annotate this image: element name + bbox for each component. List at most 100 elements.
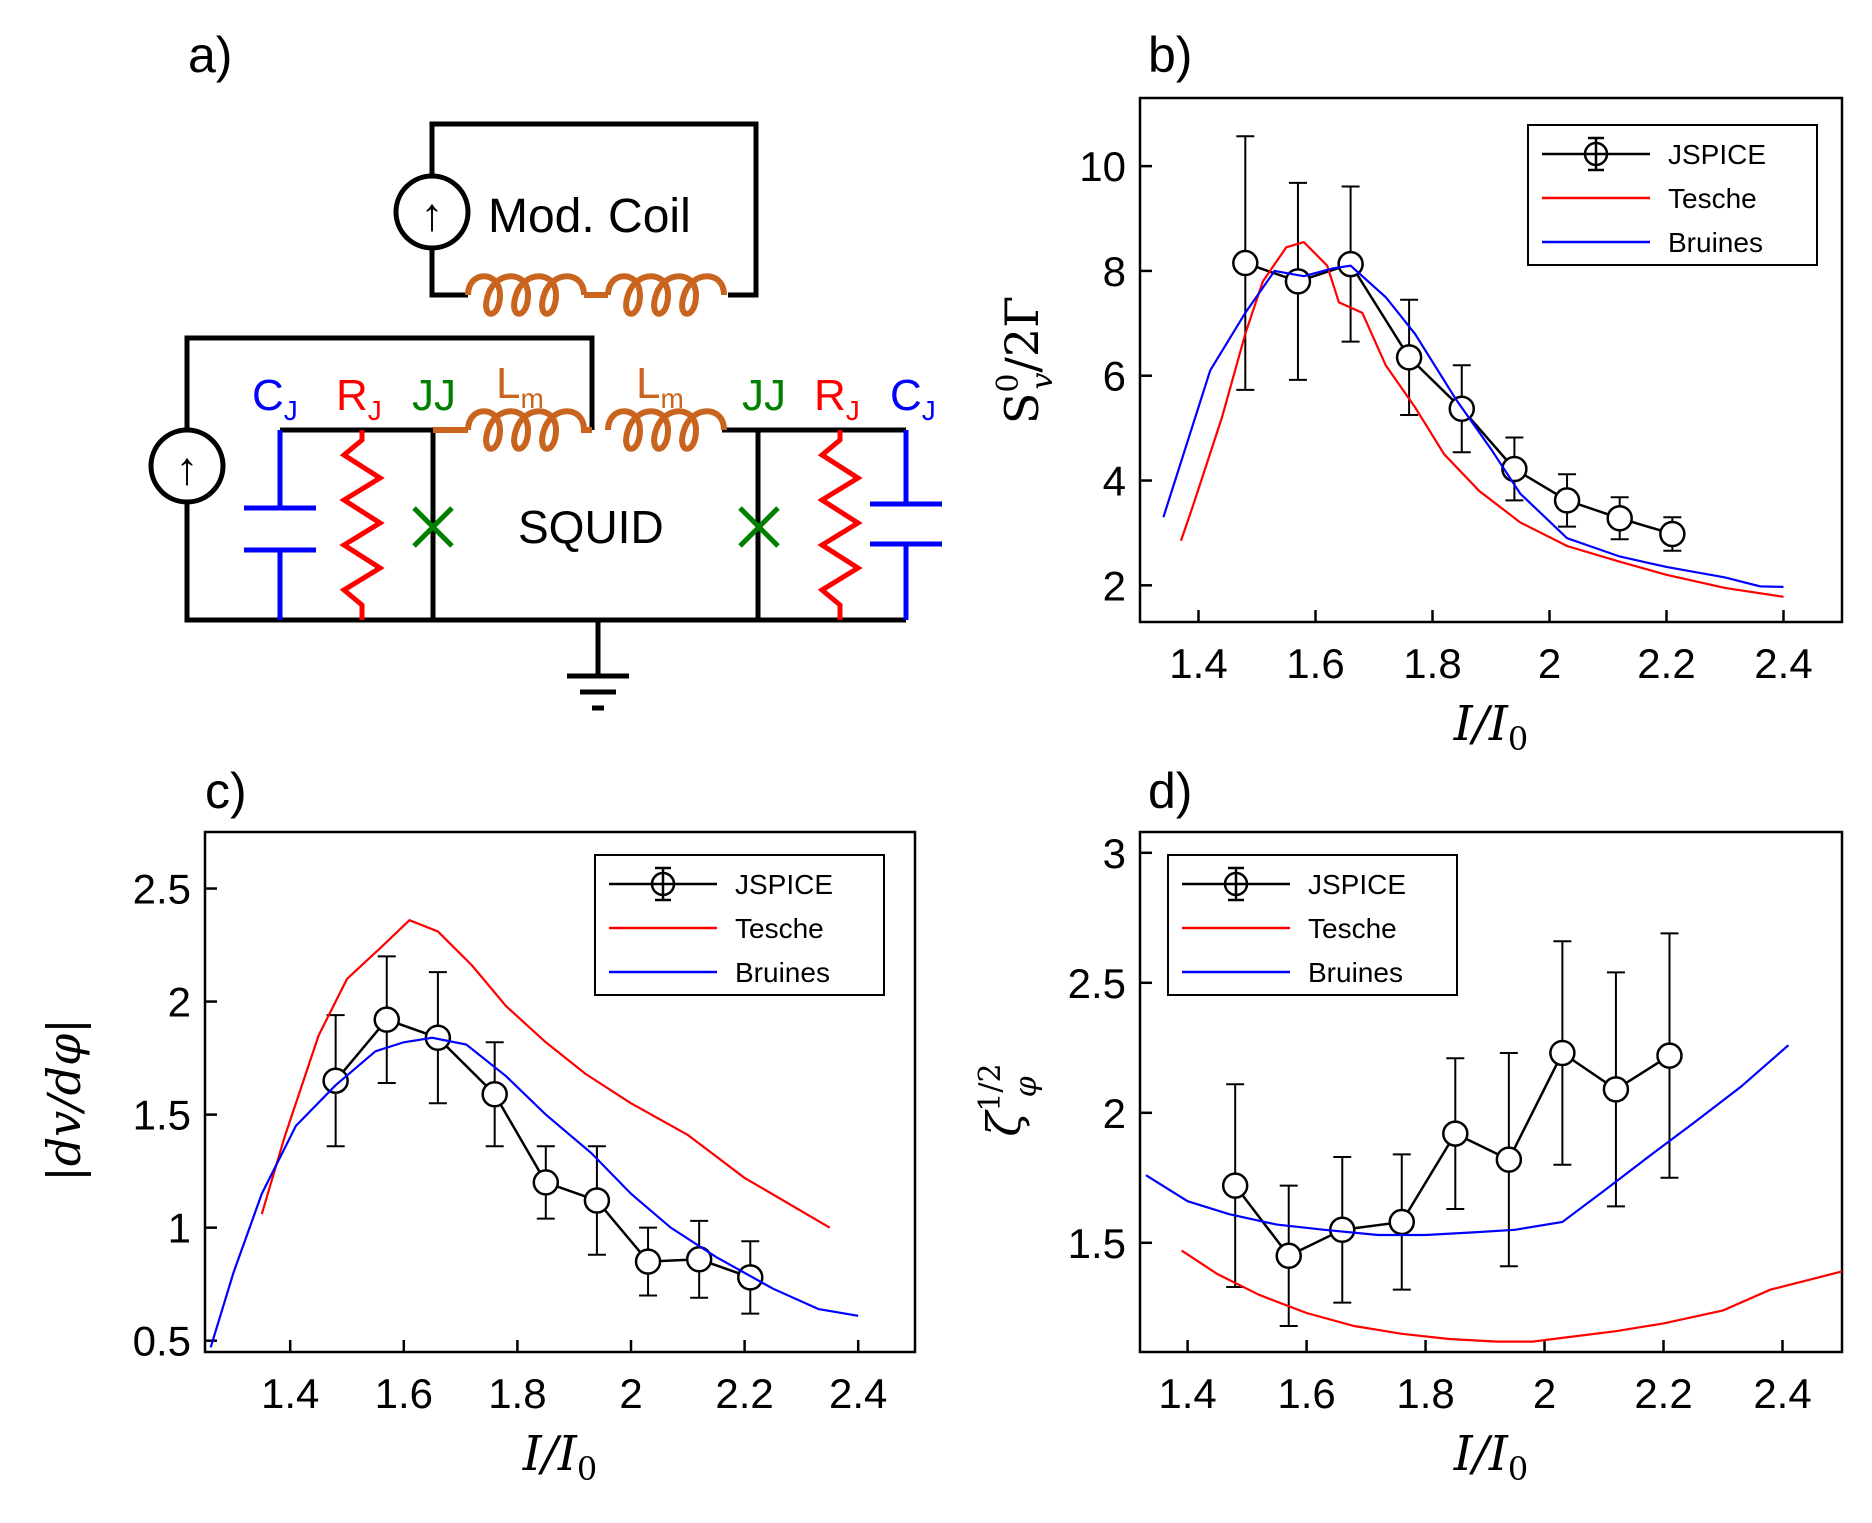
- panel-d-legend-bruines: Bruines: [1182, 957, 1403, 988]
- panel-c-jspice-point: [532, 1145, 560, 1220]
- squid-label: SQUID: [518, 501, 664, 553]
- panel-b-ytick-label: 6: [1103, 353, 1126, 400]
- panel-c-ytick-label: 1: [168, 1205, 191, 1252]
- svg-text:↑: ↑: [421, 188, 444, 240]
- panel-c-series-bruines-line: [209, 1036, 859, 1348]
- panel-b-xtick-label: 1.4: [1169, 640, 1227, 687]
- panel-b-ytick-label: 4: [1103, 458, 1126, 505]
- panel-d-marker: [1602, 1076, 1630, 1103]
- panel-c-jspice-point: [373, 955, 401, 1084]
- panel-b-legend-jspice: JSPICE: [1542, 136, 1766, 172]
- panel-b-jspice-point: [1232, 135, 1259, 391]
- panel-b-jspice-point: [1395, 298, 1423, 417]
- panel-d-plot-area: 1.4 1.6 1.8 2 2.2 2.4 1.5 2 2.5 3 I/I0: [1068, 830, 1844, 1488]
- left-josephson-junction-icon: [412, 506, 454, 548]
- right-rj-label: RJ: [814, 371, 860, 426]
- mod-coil-current-source-icon: ↑: [393, 173, 471, 251]
- svg-text:Tesche: Tesche: [1668, 183, 1757, 214]
- svg-text:Tesche: Tesche: [735, 913, 824, 944]
- panel-b-marker: [1659, 520, 1686, 548]
- panel-d-xtick-label: 2: [1533, 1370, 1556, 1417]
- panel-d-jspice-point: [1549, 940, 1576, 1166]
- panel-d-marker: [1549, 1039, 1576, 1067]
- svg-text:Tesche: Tesche: [1308, 913, 1397, 944]
- right-lm-label: Lm: [636, 359, 684, 414]
- panel-d-jspice-point: [1442, 1057, 1469, 1210]
- right-jj-label: JJ: [742, 371, 786, 420]
- panel-c-marker: [481, 1081, 508, 1108]
- panel-b-series-tesche-line: [1179, 240, 1784, 598]
- panel-d-ytick-label: 2: [1103, 1090, 1126, 1137]
- panel-d-jspice-point: [1388, 1153, 1416, 1291]
- panel-d-label: d): [1148, 763, 1192, 819]
- panel-b-xtick-label: 2.2: [1637, 640, 1695, 687]
- panel-d-xtick-label: 2.4: [1753, 1370, 1811, 1417]
- panel-d-series-bruines-line: [1145, 1044, 1790, 1237]
- panel-d-jspice-point: [1329, 1156, 1356, 1304]
- panel-d-marker: [1656, 1042, 1683, 1069]
- panel-b-series-bruines-line: [1162, 264, 1784, 588]
- panel-c-jspice-point: [481, 1041, 508, 1148]
- right-resistor-icon: [817, 430, 863, 620]
- panel-b-spectral-density-chart: b) S0v/2Γ 1.4 1.6 1.8 2 2.2 2.4 2 4 6 8 10 I/I0 JSP…: [991, 27, 1844, 758]
- panel-a-label: a): [188, 27, 232, 83]
- panel-d-xtick-label: 1.6: [1277, 1370, 1335, 1417]
- panel-d-flux-noise-chart: d) ζ1/2φ 1.4 1.6 1.8 2 2.2 2.4 1.5 2 2.5 3 I/I0 JS…: [973, 763, 1844, 1488]
- mod-coil-loop: [429, 121, 759, 298]
- svg-text:JSPICE: JSPICE: [1308, 869, 1406, 900]
- panel-c-xlabel: I/I0: [522, 1426, 597, 1488]
- panel-d-xtick-label: 1.8: [1396, 1370, 1454, 1417]
- panel-b-ytick-label: 2: [1103, 562, 1126, 609]
- panel-c-legend-jspice: JSPICE: [609, 866, 833, 902]
- panel-b-axes-box: [1138, 96, 1844, 624]
- panel-b-marker: [1553, 487, 1581, 514]
- panel-b-jspice-point: [1606, 496, 1633, 541]
- panel-c-plot-area: 1.4 1.6 1.8 2 2.2 2.4 0.5 1 1.5 2 2.5 I/I0: [133, 830, 917, 1488]
- svg-text:↑: ↑: [176, 442, 199, 494]
- panel-b-jspice-point: [1284, 181, 1312, 381]
- panel-b-label: b): [1148, 27, 1192, 83]
- panel-b-xtick-label: 1.6: [1286, 640, 1344, 687]
- panel-b-xtick-label: 2: [1538, 640, 1561, 687]
- panel-d-legend-jspice: JSPICE: [1182, 866, 1406, 902]
- panel-c-marker: [532, 1169, 560, 1196]
- panel-c-transfer-function-chart: c) |dv/dφ| 1.4 1.6 1.8 2 2.2 2.4 0.5 1 1.5 2 2.5 I/…: [37, 763, 917, 1488]
- panel-d-marker: [1495, 1146, 1523, 1173]
- panel-d-xtick-label: 2.2: [1634, 1370, 1692, 1417]
- panel-b-xtick-label: 1.8: [1403, 640, 1461, 687]
- panel-b-marker: [1232, 249, 1259, 277]
- squid-wires: [184, 335, 906, 711]
- panel-c-marker: [322, 1067, 349, 1094]
- panel-c-jspice-point: [322, 1014, 349, 1148]
- panel-c-xtick-label: 2.4: [829, 1370, 887, 1417]
- panel-c-xtick-label: 2: [619, 1370, 642, 1417]
- right-cj-label: CJ: [890, 371, 936, 426]
- panel-c-ytick-label: 0.5: [133, 1318, 191, 1365]
- panel-d-ytick-label: 2.5: [1068, 960, 1126, 1007]
- panel-b-jspice-point: [1659, 516, 1686, 552]
- panel-d-jspice-point: [1656, 932, 1683, 1179]
- panel-c-marker: [737, 1264, 764, 1291]
- panel-c-xtick-label: 2.2: [715, 1370, 773, 1417]
- panel-d-marker: [1275, 1242, 1302, 1270]
- right-josephson-junction-icon: [738, 506, 780, 548]
- panel-d-ytick-label: 1.5: [1068, 1220, 1126, 1267]
- panel-b-legend-bruines: Bruines: [1542, 227, 1763, 258]
- panel-b-ytick-label: 8: [1103, 248, 1126, 295]
- squid-circuit-diagram: a) ↑ Mod. Coil ↑: [148, 27, 942, 711]
- panel-c-legend-tesche: Tesche: [609, 913, 824, 944]
- left-resistor-icon: [339, 430, 385, 620]
- panel-b-xlabel: I/I0: [1453, 696, 1528, 758]
- panel-c-axes-box: [203, 830, 917, 1354]
- panel-b-plot-area: 1.4 1.6 1.8 2 2.2 2.4 2 4 6 8 10 I/I0: [1079, 96, 1844, 758]
- panel-d-marker: [1388, 1208, 1416, 1236]
- panel-d-ylabel: ζ1/2φ: [973, 1063, 1044, 1136]
- panel-c-legend-bruines: Bruines: [609, 957, 830, 988]
- panel-b-ytick-label: 10: [1079, 143, 1126, 190]
- panel-b-xtick-label: 2.4: [1754, 640, 1812, 687]
- panel-c-marker: [634, 1248, 662, 1275]
- panel-c-legend: JSPICE Tesche Bruines: [594, 854, 885, 996]
- left-capacitor-icon: [244, 430, 316, 620]
- panel-c-xtick-label: 1.6: [375, 1370, 433, 1417]
- panel-c-marker: [373, 1006, 401, 1033]
